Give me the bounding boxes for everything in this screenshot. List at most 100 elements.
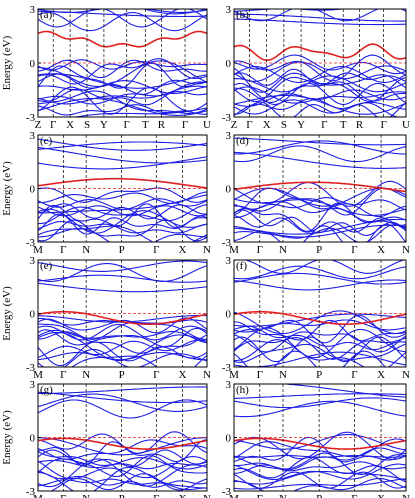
kpoint-label: Γ xyxy=(351,493,357,498)
kpoint-label: Γ xyxy=(257,369,263,381)
bands xyxy=(234,260,406,367)
kpoint-label: N xyxy=(203,244,211,256)
conduction-band xyxy=(234,265,406,280)
valence-band xyxy=(234,478,406,490)
valence-band xyxy=(234,224,406,238)
bands xyxy=(38,138,207,242)
valence-band xyxy=(234,436,406,463)
panel-label: (c) xyxy=(40,135,53,147)
valence-band xyxy=(38,227,207,242)
ytick-label: 0 xyxy=(226,309,232,321)
valence-band xyxy=(234,197,406,218)
kpoint-label: Γ xyxy=(257,244,263,256)
valence-band xyxy=(234,434,406,451)
kpoint-label: R xyxy=(158,119,166,131)
kpoint-label: Y xyxy=(297,119,305,131)
kpoint-label: N xyxy=(203,369,211,381)
kpoint-label: N xyxy=(279,369,287,381)
valence-band xyxy=(38,437,207,456)
conduction-band xyxy=(38,141,207,150)
valence-band xyxy=(38,97,207,116)
y-axis-label: Energy (eV) xyxy=(1,35,13,90)
kpoint-label: T xyxy=(142,119,149,131)
kpoint-label: N xyxy=(402,369,410,381)
ytick-label: 0 xyxy=(226,58,232,70)
bands xyxy=(234,9,406,117)
conduction-band xyxy=(234,393,406,399)
valence-band xyxy=(38,455,207,478)
conduction-band xyxy=(38,263,207,282)
kpoint-label: Z xyxy=(231,119,238,131)
kpoint-label: Γ xyxy=(124,119,130,131)
valence-band xyxy=(38,88,207,106)
ytick-label: -3 xyxy=(26,237,36,249)
valence-band xyxy=(234,337,406,360)
ytick-label: -3 xyxy=(222,112,232,124)
valence-band xyxy=(38,203,207,220)
conduction-band xyxy=(38,282,207,293)
conduction-band xyxy=(38,260,207,272)
valence-band xyxy=(38,81,207,105)
kpoint-label: P xyxy=(316,244,322,256)
ytick-label: -3 xyxy=(26,112,36,124)
highlighted-band xyxy=(38,30,207,48)
kpoint-label: T xyxy=(340,119,347,131)
highlighted-band xyxy=(234,310,406,325)
ytick-label: 3 xyxy=(30,379,36,391)
conduction-band xyxy=(234,279,406,291)
kpoint-label: Γ xyxy=(351,244,357,256)
highlighted-band xyxy=(234,437,406,450)
valence-band xyxy=(38,327,207,348)
kpoint-label: R xyxy=(356,119,364,131)
kpoint-label: Γ xyxy=(60,493,66,498)
kpoint-label: M xyxy=(229,244,239,256)
conduction-band xyxy=(234,151,406,169)
panel-c: M Γ N P Γ X N -3 0 3 (c) Energy (eV) xyxy=(1,130,211,256)
valence-band xyxy=(234,319,406,342)
kpoint-label: N xyxy=(279,244,287,256)
panel-b: Z Γ X S Y Γ T R Γ U-303 (b) xyxy=(222,4,410,131)
ytick-label: 3 xyxy=(226,255,232,267)
kpoint-label: P xyxy=(316,493,322,498)
highlighted-band xyxy=(38,310,207,325)
valence-band xyxy=(234,94,406,115)
conduction-band xyxy=(234,260,406,274)
valence-band xyxy=(38,219,207,242)
ytick-label: 0 xyxy=(30,184,36,196)
highlighted-band xyxy=(234,181,406,193)
kpoint-label: X xyxy=(263,119,271,131)
valence-band xyxy=(234,343,406,363)
kpoint-label: P xyxy=(119,369,125,381)
kpoint-label: N xyxy=(203,493,211,498)
valence-band xyxy=(38,73,207,95)
kpoint-label: Y xyxy=(100,119,108,131)
ytick-label: -3 xyxy=(222,237,232,249)
valence-band xyxy=(38,449,207,468)
panel-label: (h) xyxy=(236,384,249,396)
valence-band xyxy=(38,478,207,491)
ytick-label: 0 xyxy=(226,184,232,196)
kpoint-label: X xyxy=(66,119,74,131)
conduction-band xyxy=(38,386,207,395)
conduction-band xyxy=(234,145,406,163)
conduction-band xyxy=(38,156,207,170)
conduction-band xyxy=(234,400,406,418)
conduction-band xyxy=(38,393,207,412)
kpoint-label: Γ xyxy=(50,119,56,131)
kpoint-label: Γ xyxy=(380,119,386,131)
kpoint-label: X xyxy=(179,244,187,256)
valence-band xyxy=(234,215,406,233)
panel-label: (a) xyxy=(40,9,53,21)
conduction-band xyxy=(234,272,406,285)
valence-band xyxy=(38,470,207,488)
kpoint-label: P xyxy=(119,244,125,256)
ytick-label: -3 xyxy=(26,362,36,374)
panel-e: M Γ N P Γ X N -3 0 3 (e) Energy (eV) xyxy=(1,255,211,381)
valence-band xyxy=(234,331,406,353)
ytick-label: 0 xyxy=(30,58,36,70)
valence-band xyxy=(234,327,406,359)
kpoint-label: Γ xyxy=(246,119,252,131)
valence-band xyxy=(38,339,207,358)
valence-band xyxy=(38,191,207,204)
kpoint-label: S xyxy=(84,119,90,131)
